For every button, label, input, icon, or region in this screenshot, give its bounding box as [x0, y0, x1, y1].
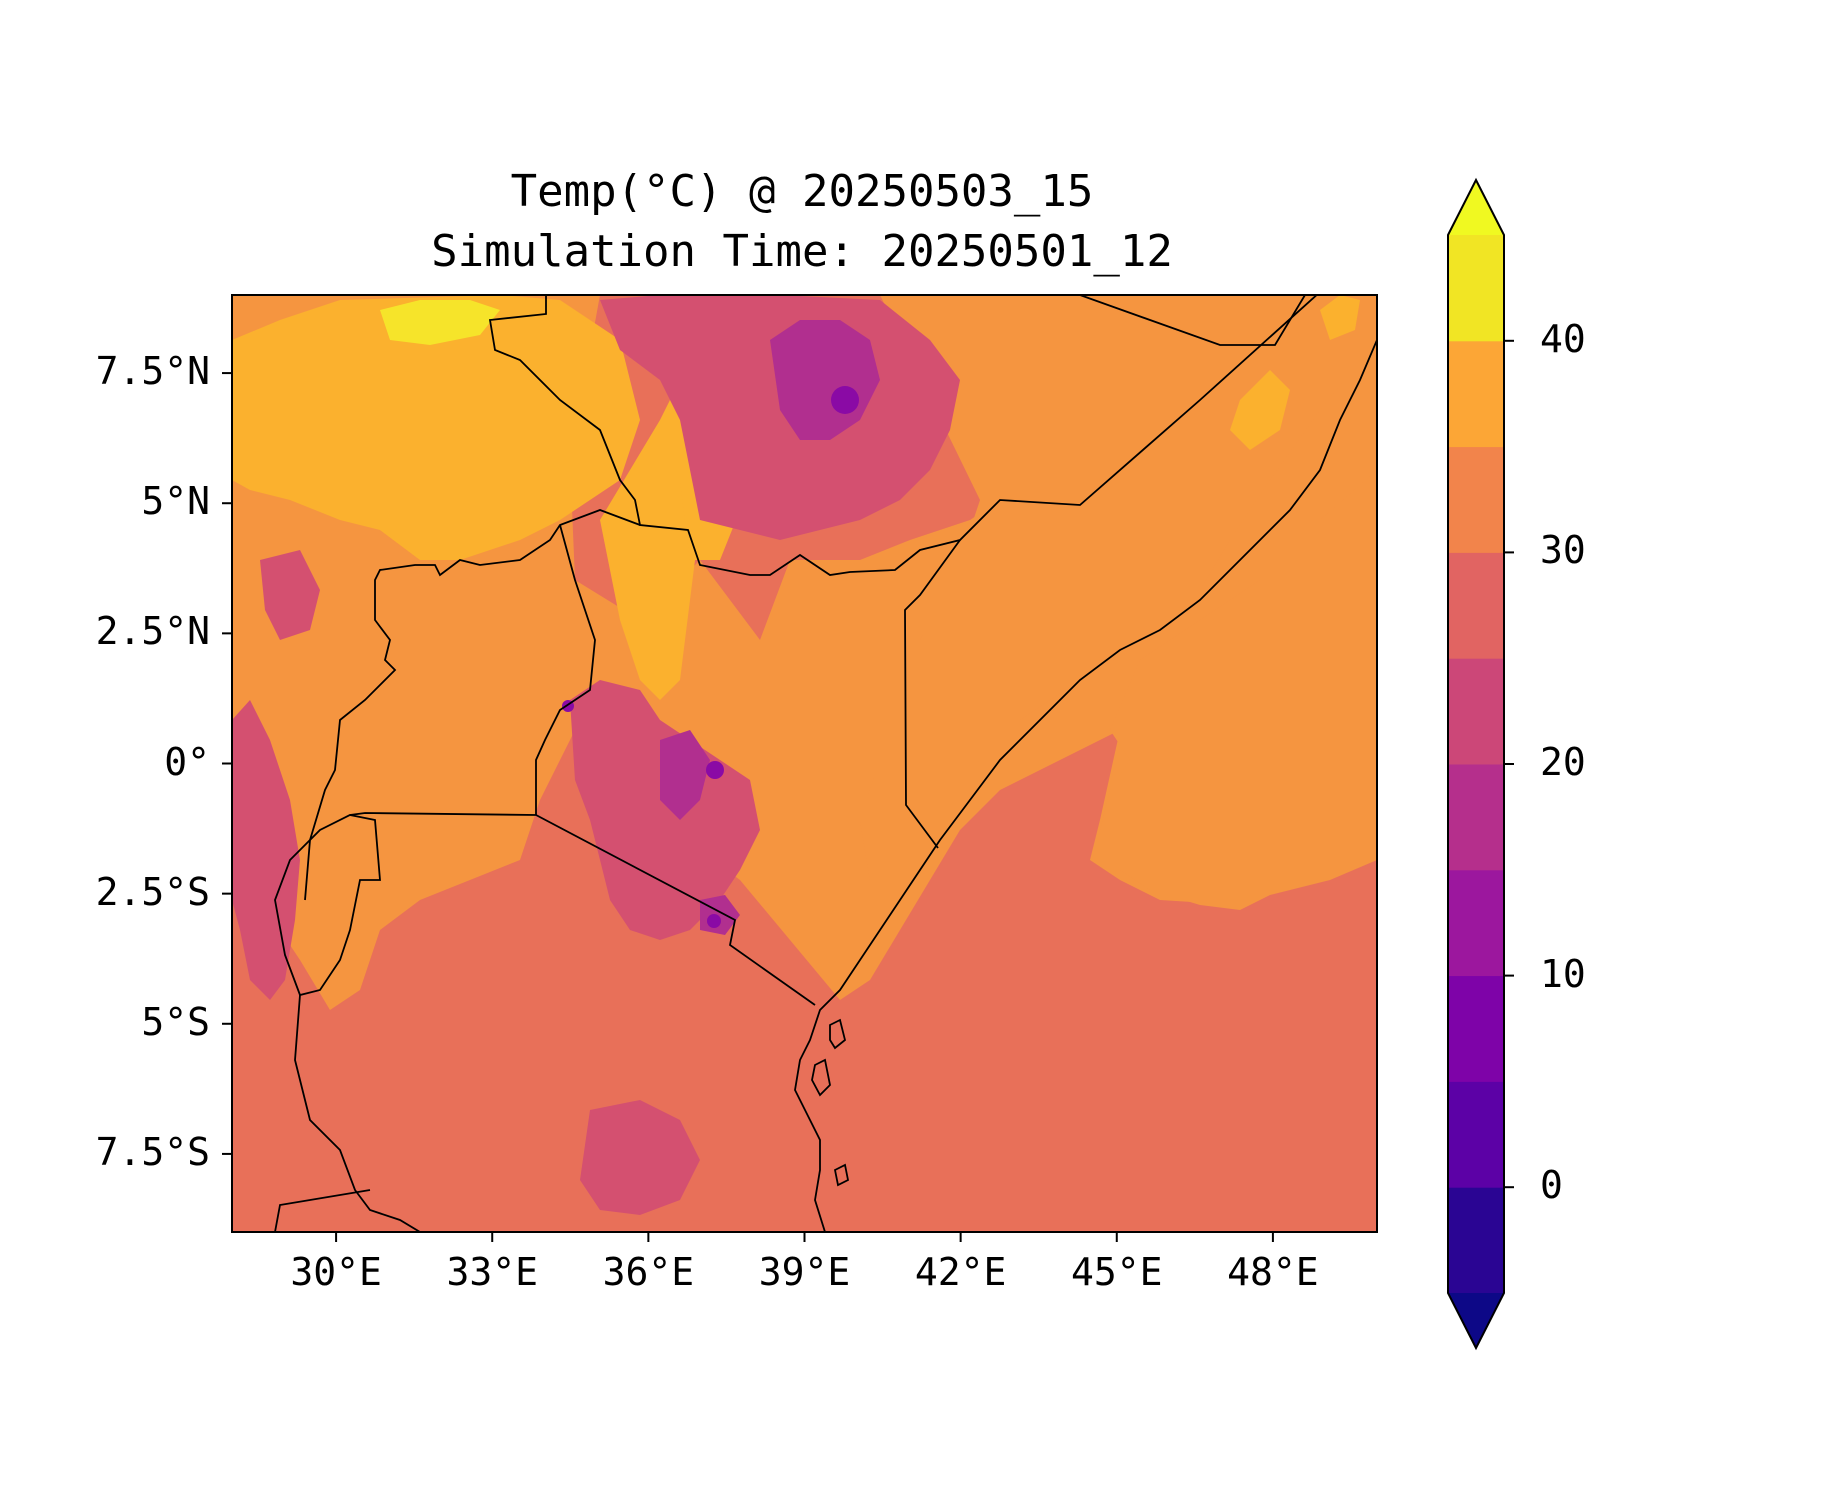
map-title-line2: Simulation Time: 20250501_12: [431, 226, 1173, 277]
colorbar-tick-label: 40: [1540, 316, 1586, 361]
x-tick-label: 39°E: [758, 1250, 851, 1294]
colorbar-tick-label: 30: [1540, 528, 1586, 573]
border-tanzania-zambia: [294, 994, 421, 1232]
colorbar: [1447, 177, 1514, 1351]
country-borders: [274, 295, 1377, 1232]
offshore-warm-patch: [1100, 470, 1377, 910]
colorbar-bin: [1448, 235, 1504, 342]
colorbar-bin: [1448, 869, 1504, 977]
border-kenya-somalia: [904, 539, 961, 849]
land-very-hot-region: [380, 300, 500, 345]
x-tick-label: 42°E: [914, 1250, 1007, 1294]
land-hot-region-rift: [600, 380, 700, 700]
y-tick-label: 5°S: [141, 999, 210, 1044]
colorbar-bin: [1448, 658, 1504, 765]
border-uganda-kenya: [535, 524, 596, 815]
colorbar-tick-label: 0: [1540, 1163, 1563, 1208]
axis-ticks: [222, 372, 1274, 1242]
colorbar-bin: [1448, 446, 1504, 553]
map-title-line1: Temp(°C) @ 20250503_15: [510, 166, 1094, 217]
colorbar-bin: [1448, 764, 1504, 871]
x-tick-label: 48°E: [1227, 1250, 1319, 1294]
island-zanzibar: [829, 1018, 847, 1050]
x-tick-label: 30°E: [290, 1250, 382, 1294]
border-ethiopia-somalia-north: [1079, 295, 1306, 346]
coldest-spot-kilimanjaro: [707, 914, 721, 928]
land-hot-region-coast: [1320, 295, 1360, 340]
highland-cool-west: [260, 550, 320, 640]
colorbar-tick-label: 20: [1540, 740, 1586, 784]
island-mafia: [811, 1058, 831, 1097]
colorbar-bin: [1448, 552, 1504, 659]
colorbar-bin: [1448, 1187, 1504, 1294]
colorbar-bin: [1448, 340, 1504, 448]
y-tick-label: 2.5°N: [95, 609, 210, 654]
colorbar-bin: [1448, 1081, 1504, 1188]
x-tick-label: 45°E: [1071, 1250, 1163, 1294]
x-tick-label: 36°E: [602, 1250, 695, 1294]
border-zambia: [274, 1189, 371, 1232]
border-kenya-ethiopia: [304, 509, 641, 901]
colorbar-over-arrow: [1448, 180, 1504, 235]
border-rwanda-burundi: [274, 814, 381, 997]
y-tick-label: 2.5°S: [95, 869, 210, 914]
highland-cool-south: [580, 1100, 700, 1215]
coastline-east-africa: [794, 339, 1377, 1232]
island-pemba: [833, 1163, 850, 1187]
y-tick-label: 7.5°S: [95, 1129, 210, 1174]
y-tick-label: 7.5°N: [95, 349, 210, 394]
map-field: [232, 295, 1377, 1232]
y-tick-label: 0°: [164, 739, 210, 784]
colorbar-tick-label: 10: [1540, 951, 1586, 996]
border-sudan-ethiopia: [488, 295, 1319, 576]
land-hot-region-somalia: [1230, 370, 1290, 450]
colorbar-outline: [1447, 177, 1505, 1351]
coldest-spot-ethiopia: [831, 386, 859, 414]
colorbar-under-arrow: [1448, 1293, 1504, 1348]
x-tick-label: 33°E: [446, 1250, 538, 1294]
highland-cool-west-rift: [232, 700, 300, 1000]
border-tanzania-north: [349, 812, 816, 1006]
highland-cool-kenya: [570, 680, 760, 940]
colorbar-bin: [1448, 975, 1504, 1082]
coldest-spot-mount-kenya: [706, 761, 724, 779]
land-hot-region-sudan: [232, 295, 640, 560]
highland-cold-kenya: [660, 730, 710, 820]
y-tick-label: 5°N: [141, 479, 210, 524]
